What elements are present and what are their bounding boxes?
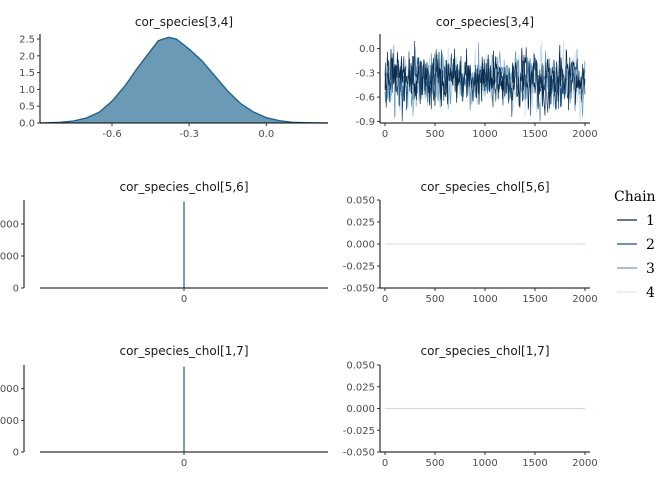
x-tick-label: 0.0 (258, 129, 274, 140)
x-tick-label: 500 (425, 458, 444, 469)
y-tick-label: 2.5 (19, 35, 35, 46)
y-tick-label: 0.000 (346, 240, 375, 251)
legend: Chain 1 2 3 4 (614, 189, 656, 301)
x-tick-label: 1500 (522, 458, 547, 469)
x-tick-label: -0.3 (179, 129, 199, 140)
legend-title: Chain (614, 189, 656, 205)
x-tick-label: 500 (425, 129, 444, 140)
x-tick-label: 1000 (472, 294, 497, 305)
x-tick-label: 0 (181, 458, 187, 469)
y-tick-label: 1000 (0, 252, 19, 263)
y-tick-label: 0 (13, 284, 19, 295)
y-tick-label: 2000 (0, 384, 19, 395)
legend-label-4: 4 (646, 285, 655, 301)
panel-title: cor_species_chol[5,6] (420, 180, 549, 194)
y-tick-label: -0.025 (343, 426, 375, 437)
panel-title: cor_species[3,4] (135, 15, 233, 29)
panel-title: cor_species[3,4] (436, 15, 534, 29)
panel-title: cor_species_chol[1,7] (420, 344, 549, 358)
x-tick-label: 0 (382, 129, 388, 140)
y-tick-label: -0.9 (355, 117, 375, 128)
density-area (40, 37, 328, 123)
y-tick-label: 0.050 (346, 361, 375, 372)
y-tick-label: 2000 (0, 220, 19, 231)
x-tick-label: 0 (382, 458, 388, 469)
panel-5: cor_species_chol[1,7] 0 0 1000 2000 (0, 344, 328, 469)
y-tick-label: 0.000 (346, 404, 375, 415)
x-tick-label: 2000 (572, 294, 597, 305)
panel-title: cor_species_chol[5,6] (119, 180, 248, 194)
x-tick-label: 2000 (572, 129, 597, 140)
x-tick-label: 1000 (472, 458, 497, 469)
y-tick-label: 0 (13, 448, 19, 459)
y-tick-label: 0.025 (346, 218, 375, 229)
y-tick-label: 2.0 (19, 51, 35, 62)
x-tick-label: 0 (382, 294, 388, 305)
trace-series-1 (384, 44, 586, 116)
y-tick-label: -0.025 (343, 262, 375, 273)
y-tick-label: 1.0 (19, 85, 35, 96)
x-tick-label: 1500 (522, 129, 547, 140)
x-tick-label: 500 (425, 294, 444, 305)
y-tick-label: 0.025 (346, 382, 375, 393)
y-tick-label: -0.050 (343, 448, 375, 459)
x-tick-label: 1500 (522, 294, 547, 305)
y-tick-label: 1000 (0, 416, 19, 427)
y-tick-label: -0.050 (343, 284, 375, 295)
panel-title: cor_species_chol[1,7] (119, 344, 248, 358)
y-tick-label: 0.0 (19, 119, 35, 130)
panel-4: cor_species_chol[5,6] 0 500 1000 1500 2000 0.0… (343, 180, 598, 305)
y-tick-label: 0.0 (359, 44, 375, 55)
panel-2: cor_species[3,4] 0 500 1000 1500 2000 0.0 -0.3 -… (355, 15, 597, 140)
x-tick-label: 1000 (472, 129, 497, 140)
legend-label-1: 1 (646, 213, 655, 229)
y-tick-label: 0.050 (346, 196, 375, 207)
panel-1: cor_species[3,4] -0.6 -0.3 0.0 0.0 0.5 1.0 1.5 2… (19, 15, 329, 140)
y-tick-label: -0.3 (355, 68, 375, 79)
legend-label-2: 2 (646, 237, 655, 253)
density-line (39, 36, 329, 124)
panel-3: cor_species_chol[5,6] 0 0 1000 2000 (0, 180, 328, 305)
x-tick-label: -0.6 (102, 129, 122, 140)
panel-6: cor_species_chol[1,7] 0 500 1000 1500 2000 0.0… (343, 344, 598, 469)
y-tick-label: 1.5 (19, 68, 35, 79)
legend-label-3: 3 (646, 261, 655, 277)
x-tick-label: 0 (181, 294, 187, 305)
y-tick-label: 0.5 (19, 102, 35, 113)
x-tick-label: 2000 (572, 458, 597, 469)
y-tick-label: -0.6 (355, 93, 375, 104)
